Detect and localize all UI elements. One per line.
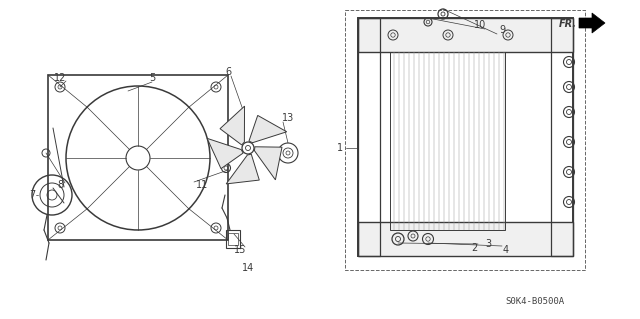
Bar [48,75,228,240]
Bar [358,18,380,256]
Bar [551,18,573,256]
Polygon shape [207,138,243,169]
Text: 13: 13 [282,113,294,123]
Text: 12: 12 [54,73,66,83]
Bar [390,52,505,230]
Text: 6: 6 [225,67,231,77]
Polygon shape [579,13,605,33]
Bar [358,18,573,52]
Text: 14: 14 [242,263,254,273]
Polygon shape [255,147,282,180]
Bar [358,18,573,256]
Text: 15: 15 [234,245,246,255]
Text: 8: 8 [57,180,63,190]
Text: 7: 7 [29,190,35,200]
Polygon shape [226,154,259,184]
Polygon shape [220,106,244,145]
Text: 9: 9 [499,25,505,35]
Bar [358,222,573,256]
Bar [228,233,238,245]
Text: 1: 1 [337,143,343,153]
Bar [345,10,585,270]
Text: 3: 3 [485,239,491,249]
Text: 11: 11 [196,180,208,190]
Polygon shape [249,115,287,143]
Text: FR.: FR. [559,19,577,29]
Bar [226,230,240,248]
Text: 2: 2 [471,243,477,253]
Text: 10: 10 [474,20,486,30]
Text: 5: 5 [149,73,155,83]
Text: 4: 4 [503,245,509,255]
Text: S0K4-B0500A: S0K4-B0500A [506,298,564,307]
